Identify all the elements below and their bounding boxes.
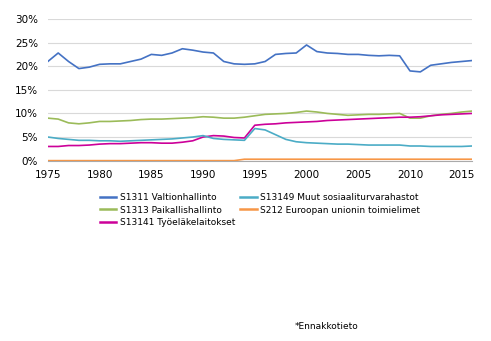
Legend: S1311 Valtionhallinto, S1313 Paikallishallinto, S13141 Työeläkelaitokset, S13149: S1311 Valtionhallinto, S1313 Paikallisha… (100, 193, 420, 227)
Text: *Ennakkotieto: *Ennakkotieto (295, 322, 358, 331)
